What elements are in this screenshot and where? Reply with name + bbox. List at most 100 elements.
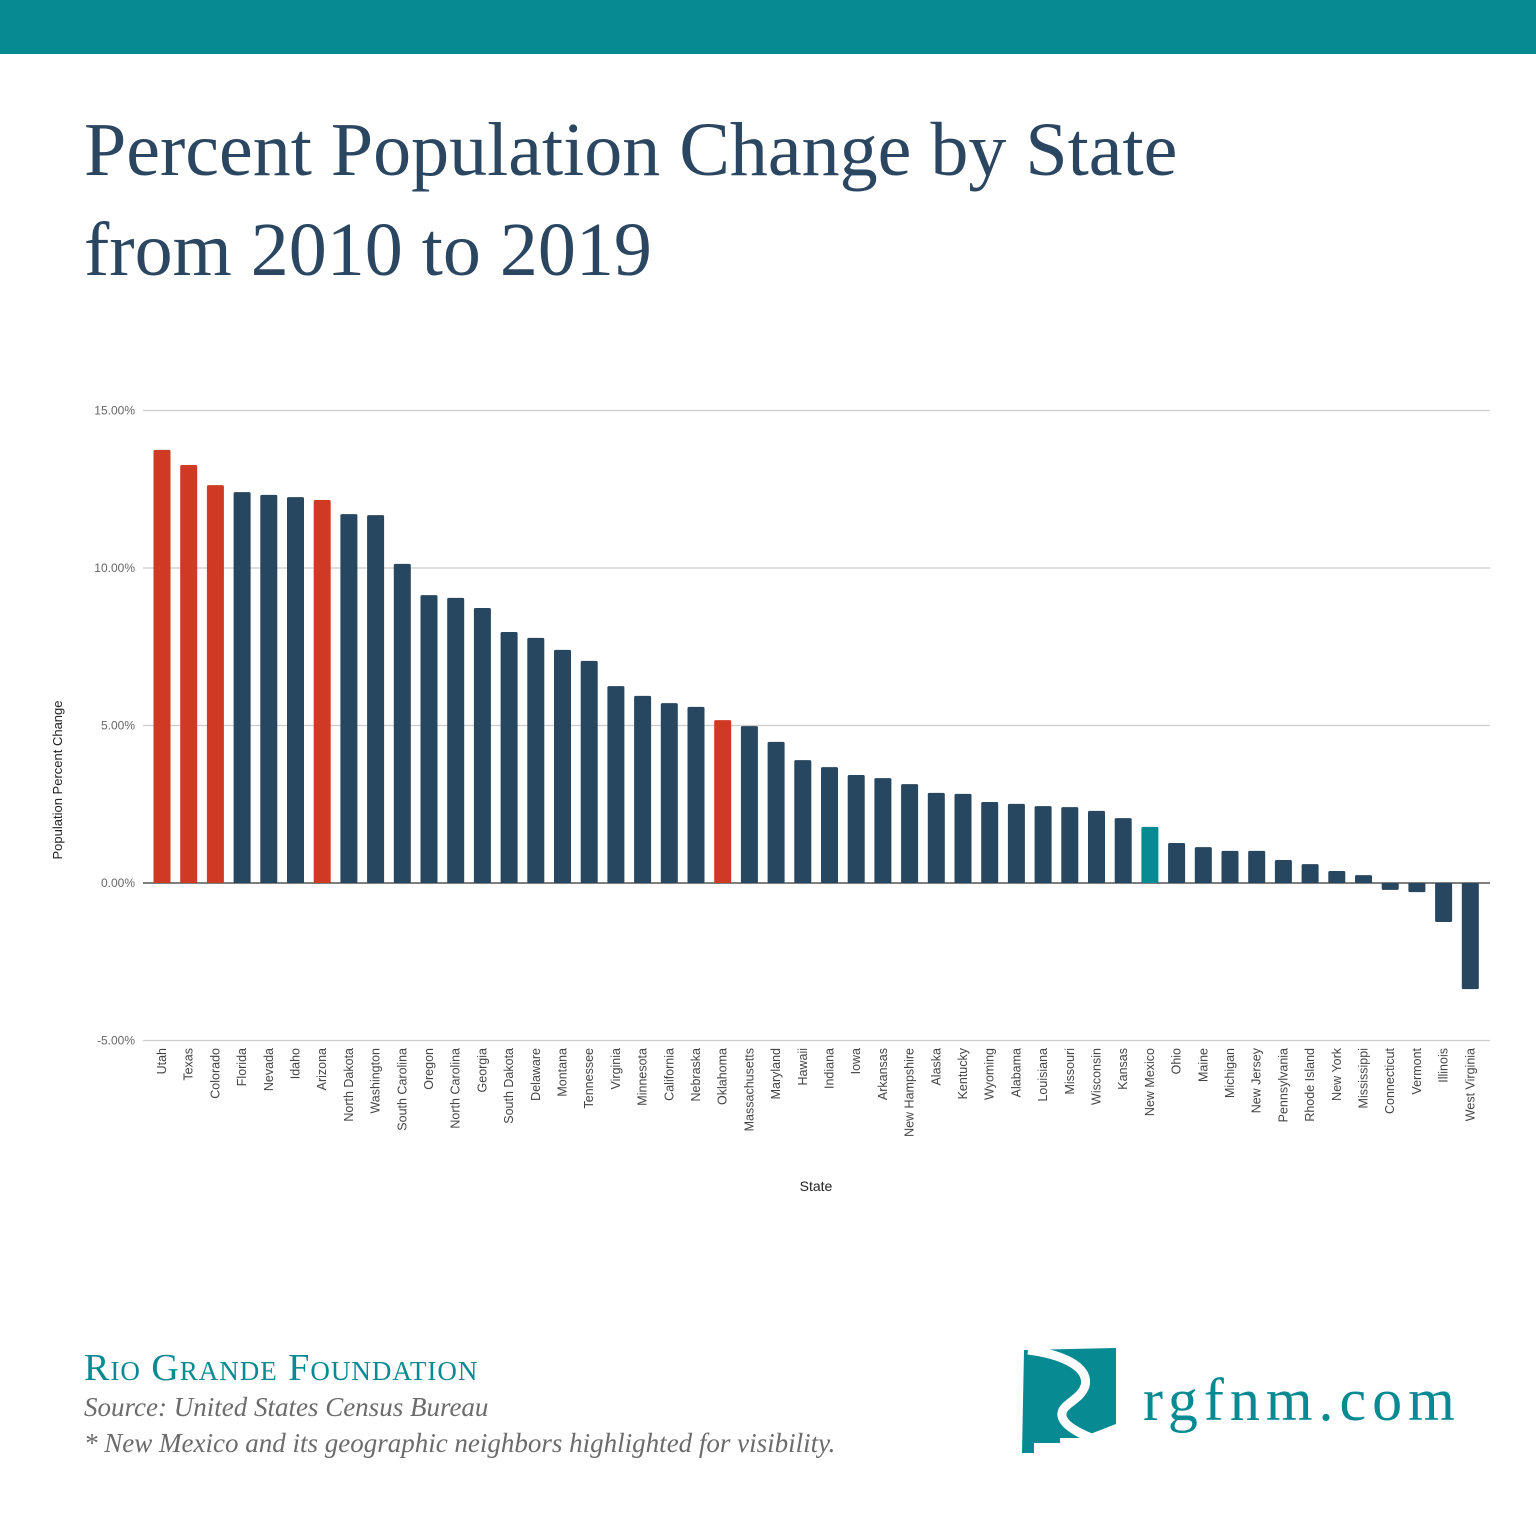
x-tick-label: West Virginia <box>1463 1048 1477 1121</box>
x-tick-label: Indiana <box>823 1048 837 1089</box>
x-tick-label: Missouri <box>1063 1048 1077 1095</box>
y-axis-label: Population Percent Change <box>50 700 65 859</box>
bar-north-carolina <box>447 597 465 883</box>
bar-alabama <box>1007 803 1025 883</box>
x-tick-labels: Utah Texas Colorado Florida Nevada Idaho Arizo… <box>155 1047 1477 1137</box>
x-tick-label: Hawaii <box>796 1048 810 1086</box>
bar-massachusetts <box>740 726 758 883</box>
bar-rhode-island <box>1301 864 1319 883</box>
x-tick-label: New York <box>1330 1047 1344 1101</box>
x-tick-label: Kentucky <box>956 1047 970 1099</box>
bar-ohio <box>1168 842 1186 883</box>
x-tick-label: South Carolina <box>395 1048 409 1131</box>
website-link[interactable]: rgfnm.com <box>1143 1367 1461 1433</box>
bar-south-carolina <box>393 563 411 883</box>
bar-oklahoma <box>714 720 732 883</box>
bar-connecticut <box>1381 883 1399 890</box>
bar-tennessee <box>580 660 598 883</box>
x-tick-label: Georgia <box>475 1048 489 1093</box>
x-tick-label: Rhode Island <box>1303 1048 1317 1122</box>
bar-north-dakota <box>340 514 358 883</box>
x-tick-label: North Carolina <box>449 1048 463 1129</box>
bar-michigan <box>1221 850 1239 883</box>
bar-montana <box>554 649 571 883</box>
bar-pennsylvania <box>1274 860 1292 883</box>
title-line-2: from 2010 to 2019 <box>84 208 652 292</box>
bar-maine <box>1194 847 1212 883</box>
bar-virginia <box>607 686 625 883</box>
x-tick-label: New Mexico <box>1143 1048 1157 1116</box>
bar-missouri <box>1061 807 1079 883</box>
bar-mississippi <box>1355 875 1372 883</box>
bar-illinois <box>1435 883 1453 923</box>
bar-alaska <box>927 792 945 883</box>
bar-utah <box>153 449 171 883</box>
bar-wisconsin <box>1088 810 1105 883</box>
x-tick-label: Iowa <box>849 1048 863 1074</box>
x-tick-label: Alaska <box>929 1048 943 1086</box>
x-tick-label: North Dakota <box>342 1048 356 1122</box>
x-tick-label: Nebraska <box>689 1048 703 1102</box>
x-tick-label: Arizona <box>315 1048 329 1090</box>
bar-arkansas <box>874 778 892 883</box>
bar-louisiana <box>1034 806 1052 883</box>
bar-kansas <box>1114 818 1132 883</box>
x-tick-label: Massachusetts <box>742 1048 756 1131</box>
bar-arizona <box>313 499 331 883</box>
x-tick-label: Tennessee <box>582 1048 596 1109</box>
x-tick-label: Oklahoma <box>716 1048 730 1105</box>
bar-west-virginia <box>1461 883 1479 990</box>
bar-colorado <box>206 485 224 883</box>
x-tick-label: Washington <box>369 1048 383 1114</box>
bar-nebraska <box>687 706 705 883</box>
x-tick-label: Virginia <box>609 1048 623 1090</box>
bar-new-mexico <box>1141 826 1159 883</box>
y-tick-label: 10.00% <box>94 561 135 575</box>
y-tick-label: 15.00% <box>94 404 135 418</box>
bar-florida <box>233 492 251 883</box>
top-banner <box>0 0 1536 54</box>
x-tick-label: Minnesota <box>636 1048 650 1106</box>
bar-minnesota <box>634 695 652 883</box>
y-tick-label: 5.00% <box>101 719 135 733</box>
x-tick-label: Colorado <box>208 1048 222 1099</box>
x-tick-label: New Hampshire <box>903 1048 917 1137</box>
bar-hawaii <box>794 760 812 883</box>
x-tick-label: Delaware <box>529 1048 543 1101</box>
x-tick-label: Alabama <box>1009 1048 1023 1097</box>
bar-nevada <box>260 494 278 883</box>
x-tick-label: Vermont <box>1410 1047 1424 1094</box>
bar-new-york <box>1328 871 1346 883</box>
bar-idaho <box>287 497 304 883</box>
x-tick-label: Wyoming <box>983 1048 997 1100</box>
x-tick-label: Utah <box>155 1048 169 1074</box>
x-tick-label: Texas <box>182 1048 196 1081</box>
bar-vermont <box>1408 883 1426 893</box>
x-tick-label: Ohio <box>1170 1048 1184 1074</box>
x-tick-label: Illinois <box>1437 1048 1451 1083</box>
bar-georgia <box>473 608 491 883</box>
x-tick-label: Mississippi <box>1357 1048 1371 1108</box>
bar-kentucky <box>954 793 972 883</box>
x-tick-label: Pennsylvania <box>1276 1048 1290 1122</box>
y-tick-label: -5.00% <box>97 1034 135 1048</box>
x-tick-label: Florida <box>235 1048 249 1086</box>
x-tick-label: Montana <box>556 1048 570 1097</box>
bar-maryland <box>767 741 785 883</box>
x-tick-label: Connecticut <box>1383 1047 1397 1114</box>
gridlines: 15.00% 10.00% 5.00% 0.00% -5.00% <box>94 404 1490 1048</box>
x-tick-label: Maine <box>1196 1048 1210 1082</box>
x-tick-label: Wisconsin <box>1090 1048 1104 1105</box>
bar-washington <box>367 515 385 883</box>
highlight-note: * New Mexico and its geographic neighbor… <box>84 1428 836 1458</box>
bars <box>153 449 1479 990</box>
x-tick-label: Kansas <box>1116 1048 1130 1090</box>
x-tick-label: Maryland <box>769 1048 783 1099</box>
bar-new-jersey <box>1248 850 1266 883</box>
bar-texas <box>180 464 198 883</box>
page-title: Percent Population Change by State from … <box>84 100 1434 300</box>
bar-iowa <box>847 774 865 883</box>
x-tick-label: Louisiana <box>1036 1048 1050 1102</box>
new-mexico-logo-icon <box>1022 1346 1116 1453</box>
